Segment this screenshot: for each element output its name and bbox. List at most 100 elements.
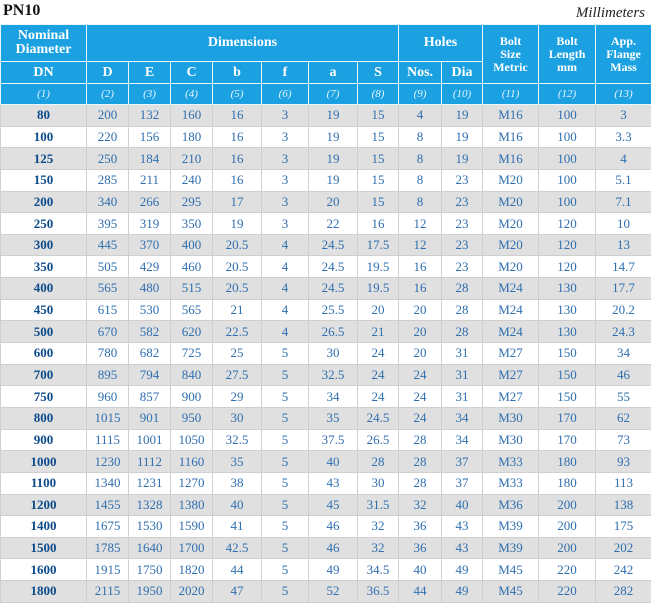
- header-row: Nominal Diameter Dimensions Holes Bolt S…: [0, 24, 651, 84]
- table-cell: 14.7: [595, 255, 651, 279]
- table-cell: M20: [482, 168, 540, 192]
- dn-cell: 1500: [0, 536, 87, 560]
- table-cell: 19: [441, 104, 484, 127]
- header-cell: a: [308, 61, 358, 84]
- table-cell: 19.5: [356, 255, 400, 279]
- table-cell: 960: [86, 385, 129, 408]
- table-head: Nominal Diameter Dimensions Holes Bolt S…: [0, 24, 651, 105]
- table-cell: 37: [441, 471, 484, 495]
- table-cell: 1001: [128, 428, 171, 452]
- table-cell: 25: [212, 342, 262, 365]
- table-row: 1500 1785 1640 1700 42.5 5 46 32 36 43 M39 200 202: [0, 536, 651, 560]
- table-cell: 1640: [128, 536, 171, 560]
- table-row: 1200 1455 1328 1380 40 5 45 31.5 32 40 M36 200 138: [0, 493, 651, 517]
- table-cell: 23: [441, 233, 484, 257]
- table-row: 1600 1915 1750 1820 44 5 49 34.5 40 49 M45 220 242: [0, 558, 651, 582]
- dn-cell: 900: [0, 428, 87, 452]
- table-cell: M27: [482, 363, 540, 387]
- dn-cell: 80: [0, 104, 87, 127]
- table-cell: 130: [538, 277, 597, 300]
- table-cell: 24: [398, 406, 443, 430]
- header-cell: E: [128, 61, 171, 84]
- table-cell: 20: [398, 320, 443, 344]
- table-cell: 857: [128, 385, 171, 408]
- table-cell: 3: [261, 190, 309, 214]
- table-cell: 8: [398, 125, 443, 149]
- table-cell: 5: [261, 406, 309, 430]
- column-number: (2): [86, 83, 129, 105]
- table-cell: 1530: [128, 515, 171, 538]
- column-number: (10): [441, 83, 484, 105]
- dn-cell: 150: [0, 168, 87, 192]
- table-cell: 20.5: [212, 277, 262, 300]
- table-cell: 220: [538, 558, 597, 582]
- table-cell: 1915: [86, 558, 129, 582]
- dn-cell: 450: [0, 298, 87, 322]
- table-cell: 22: [308, 212, 358, 235]
- table-cell: 130: [538, 320, 597, 344]
- table-cell: 340: [86, 190, 129, 214]
- dn-cell: 1400: [0, 515, 87, 538]
- table-cell: 3: [261, 125, 309, 149]
- table-cell: 3: [261, 147, 309, 170]
- table-cell: 210: [170, 147, 213, 170]
- table-cell: 515: [170, 277, 213, 300]
- table-cell: 49: [441, 558, 484, 582]
- table-cell: 200: [538, 536, 597, 560]
- table-cell: 15: [356, 147, 400, 170]
- table-cell: 37: [441, 450, 484, 473]
- table-cell: 46: [308, 515, 358, 538]
- table-cell: M36: [482, 493, 540, 517]
- table-cell: 24.5: [308, 233, 358, 257]
- table-cell: 1750: [128, 558, 171, 582]
- table-cell: M33: [482, 471, 540, 495]
- dn-cell: 200: [0, 190, 87, 214]
- column-number: (4): [170, 83, 213, 105]
- table-cell: 4: [595, 147, 651, 170]
- dn-cell: 800: [0, 406, 87, 430]
- dn-cell: 400: [0, 277, 87, 300]
- table-cell: 1015: [86, 406, 129, 430]
- column-number: (3): [128, 83, 171, 105]
- table-cell: 682: [128, 342, 171, 365]
- table-cell: 19: [308, 125, 358, 149]
- table-cell: 1380: [170, 493, 213, 517]
- header-cell: Bolt Length mm: [538, 24, 597, 84]
- table-cell: M16: [482, 104, 540, 127]
- table-cell: 565: [86, 277, 129, 300]
- table-cell: 1328: [128, 493, 171, 517]
- table-cell: 26.5: [356, 428, 400, 452]
- table-cell: 26.5: [308, 320, 358, 344]
- table-cell: 7.1: [595, 190, 651, 214]
- table-cell: 505: [86, 255, 129, 279]
- table-cell: 8: [398, 147, 443, 170]
- column-number: (6): [261, 83, 309, 105]
- table-cell: 5: [261, 428, 309, 452]
- table-cell: 220: [86, 125, 129, 149]
- table-cell: 4: [261, 255, 309, 279]
- table-cell: 5: [261, 385, 309, 408]
- table-cell: 30: [212, 406, 262, 430]
- table-cell: 47: [212, 580, 262, 603]
- table-cell: 23: [441, 190, 484, 214]
- table-cell: 15: [356, 190, 400, 214]
- table-cell: 21: [356, 320, 400, 344]
- table-cell: 13: [595, 233, 651, 257]
- table-cell: 42.5: [212, 536, 262, 560]
- table-row: 1000 1230 1112 1160 35 5 40 28 28 37 M33 180 93: [0, 450, 651, 473]
- table-cell: 29: [212, 385, 262, 408]
- table-row: 750 960 857 900 29 5 34 24 24 31 M27 150 55: [0, 385, 651, 408]
- table-cell: 24: [398, 385, 443, 408]
- table-cell: 43: [441, 536, 484, 560]
- table-cell: 34: [441, 406, 484, 430]
- table-cell: 170: [538, 406, 597, 430]
- dn-cell: 125: [0, 147, 87, 170]
- table-cell: 202: [595, 536, 651, 560]
- table-row: 600 780 682 725 25 5 30 24 20 31 M27 150 34: [0, 342, 651, 365]
- table-cell: 28: [441, 320, 484, 344]
- table-cell: 16: [212, 168, 262, 192]
- table-cell: 36: [398, 515, 443, 538]
- table-cell: 160: [170, 104, 213, 127]
- table-cell: 31: [441, 385, 484, 408]
- table-cell: 4: [261, 320, 309, 344]
